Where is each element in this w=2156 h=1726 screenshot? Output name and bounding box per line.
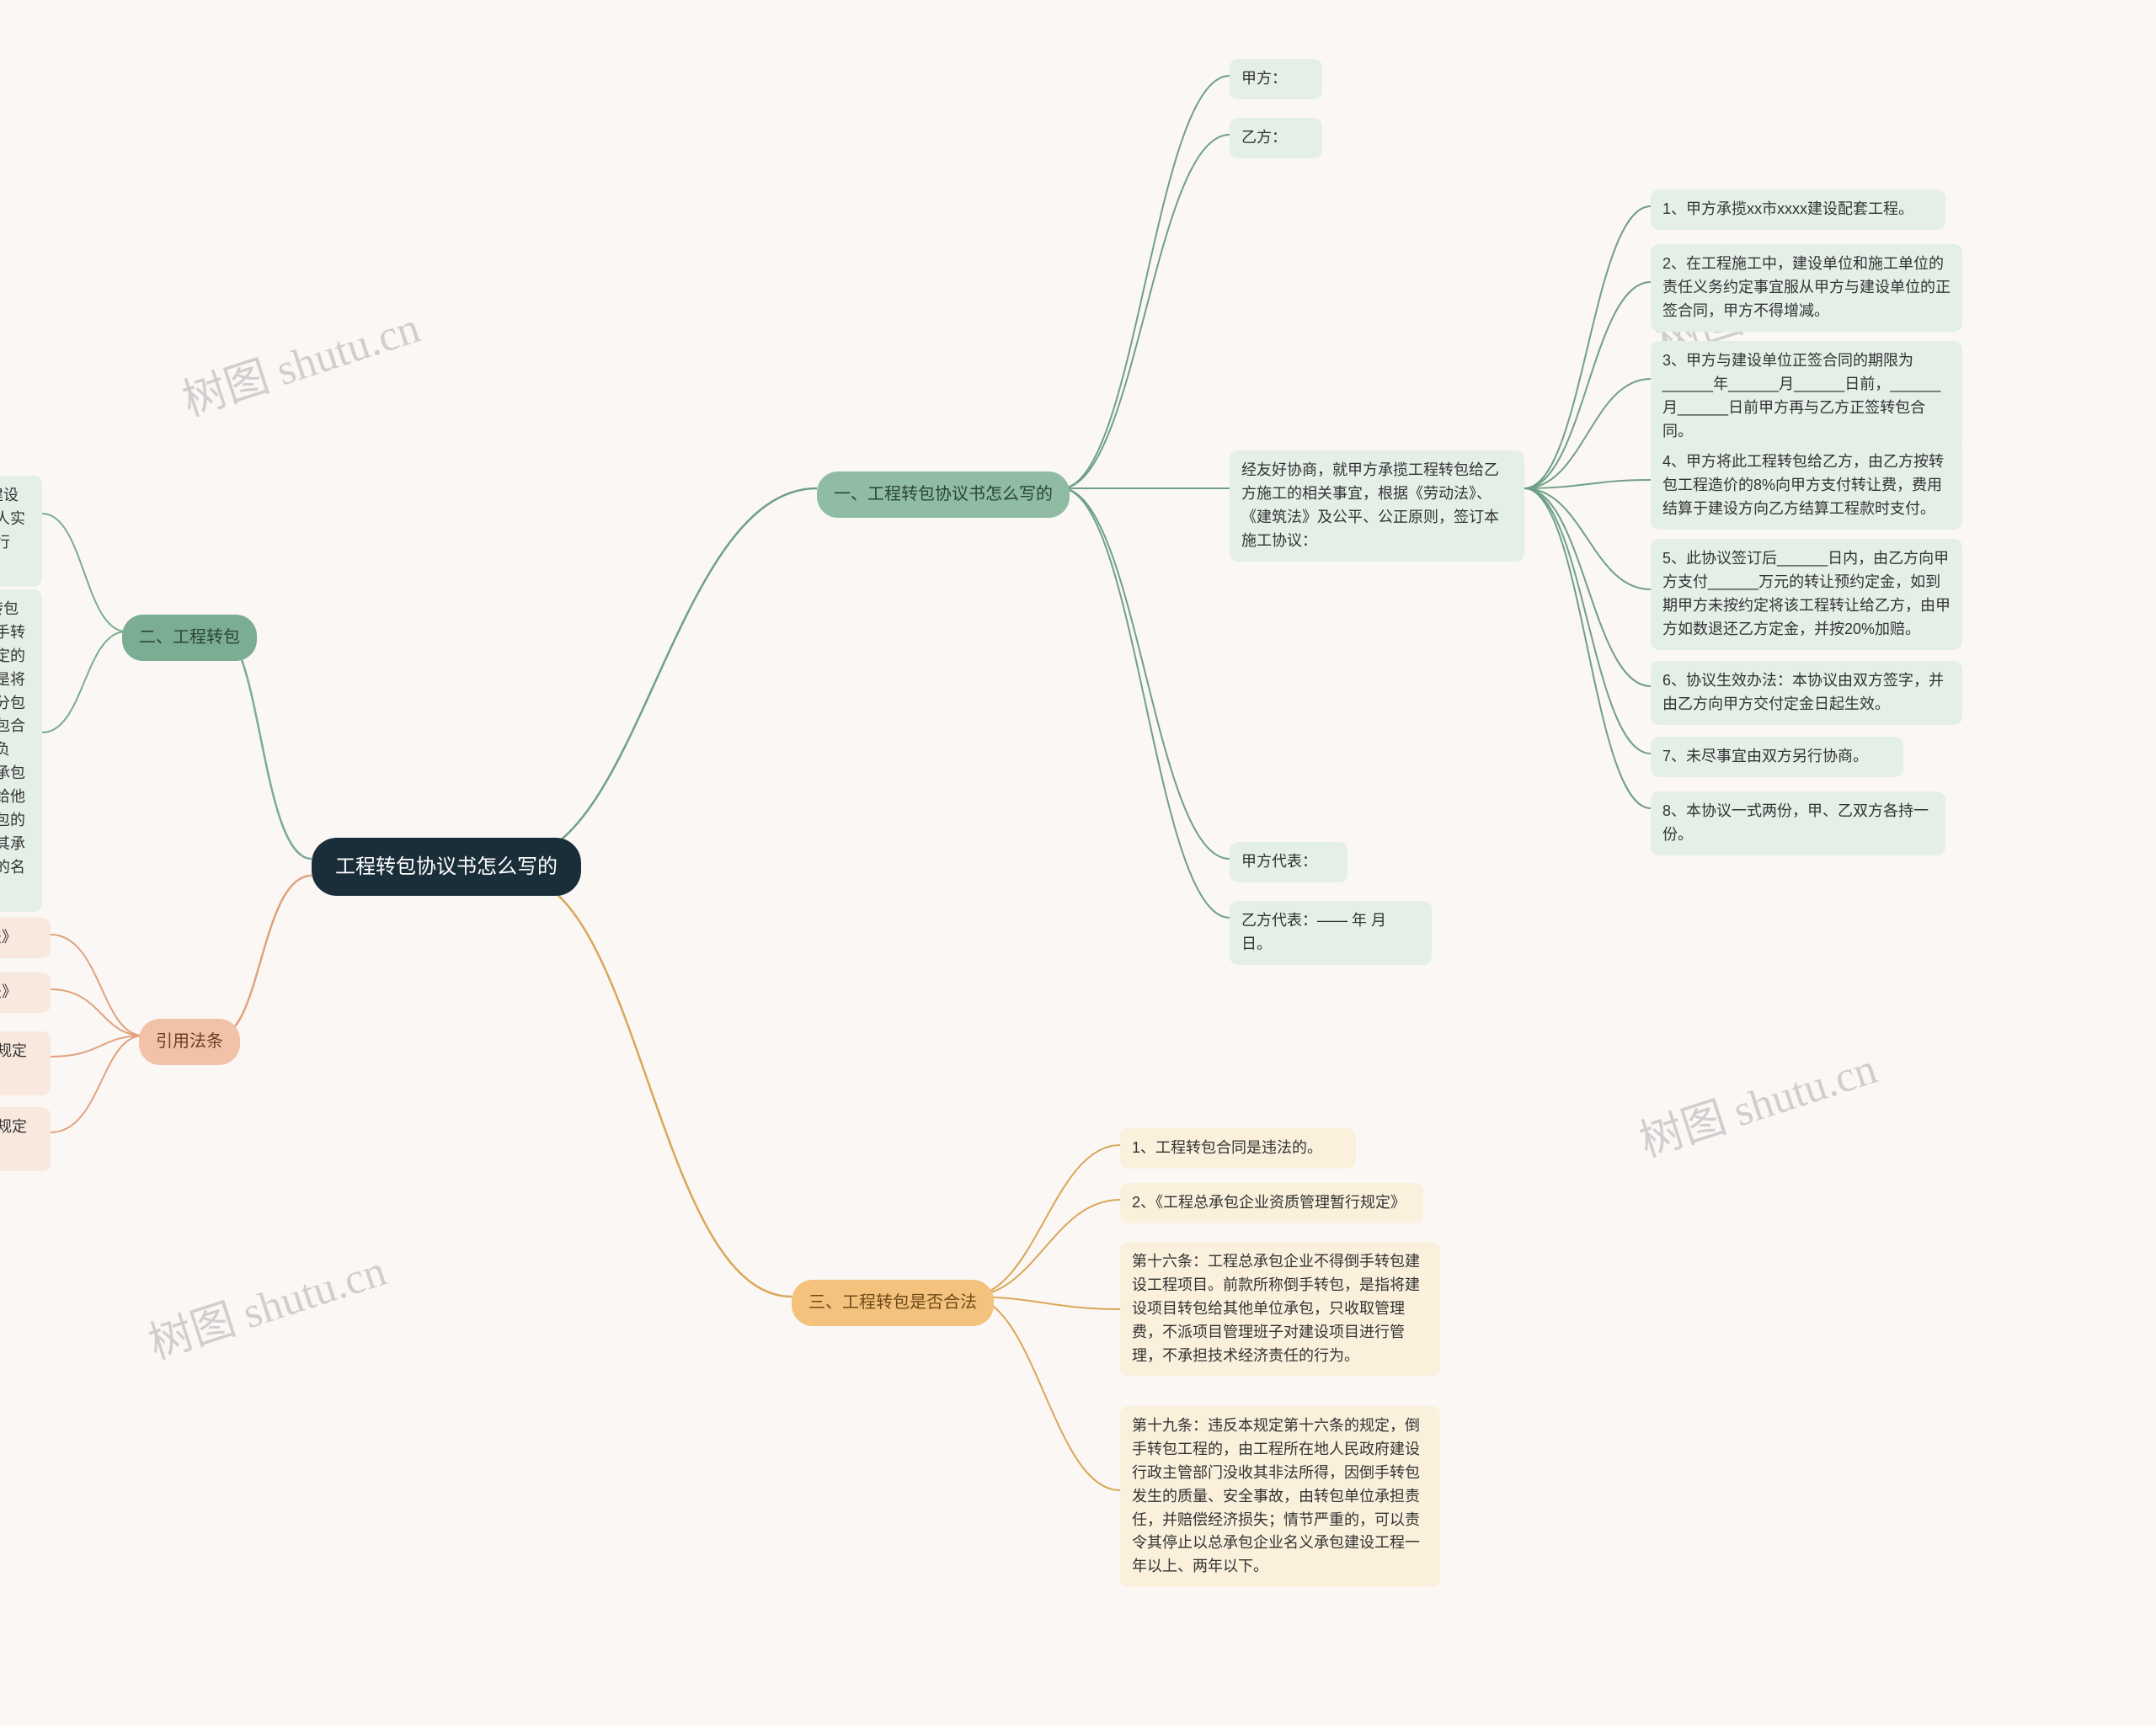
root-node: 工程转包协议书怎么写的 [312,838,581,896]
b1-clause-8: 8、本协议一式两份，甲、乙双方各持一份。 [1651,791,1945,855]
b1-preamble: 经友好协商，就甲方承揽工程转包给乙方施工的相关事宜，根据《劳动法》、《建筑法》及… [1230,450,1524,562]
branch-3: 三、工程转包是否合法 [792,1280,994,1326]
b2-item-1: 1、建设工程的承包人将其承包的建设工程倒手转让给第三人，使该第三人实际上成为该建… [0,476,42,587]
b1-clause-7: 7、未尽事宜由双方另行协商。 [1651,737,1903,777]
b1-clause-2: 2、在工程施工中，建设单位和施工单位的责任义务约定事宜服从甲方与建设单位的正签合… [1651,244,1962,332]
b1-rep-a: 甲方代表： [1230,842,1348,882]
b3-item-2: 2、《工程总承包企业资质管理暂行规定》 [1120,1183,1423,1223]
b1-clause-1: 1、甲方承揽xx市xxxx建设配套工程。 [1651,189,1945,230]
b2-item-2: 2、转包与分包的根本区别在于：转包行为中，原承包人将其工程全部倒手转给他人，自己… [0,589,42,912]
b4-item-1: [1]《中华人民共和国劳动法》 [0,918,51,958]
b4-item-2: [2]《中华人民共和国建筑法》 [0,972,51,1013]
b1-clause-4: 4、甲方将此工程转包给乙方，由乙方按转包工程造价的8%向甲方支付转让费，费用结算… [1651,442,1962,530]
b3-item-1: 1、工程转包合同是违法的。 [1120,1128,1356,1169]
b1-party-a: 甲方： [1230,59,1322,99]
branch-4: 引用法条 [139,1019,240,1065]
branch-2: 二、工程转包 [122,615,257,661]
watermark: 树图 shutu.cn [1630,1033,1884,1169]
b1-clause-3: 3、甲方与建设单位正签合同的期限为______年______月______日前，… [1651,341,1962,452]
b1-clause-6: 6、协议生效办法：本协议由双方签字，并由乙方向甲方交付定金日起生效。 [1651,661,1962,725]
b3-item-3: 第十六条：工程总承包企业不得倒手转包建设工程项目。前款所称倒手转包，是指将建设项… [1120,1242,1440,1376]
b3-item-4: 第十九条：违反本规定第十六条的规定，倒手转包工程的，由工程所在地人民政府建设行政… [1120,1406,1440,1587]
watermark: 树图 shutu.cn [140,1235,393,1371]
b4-item-3: [3]《工程总承包企业资质管理暂行规定（试行）》 [0,1031,51,1095]
b1-party-b: 乙方： [1230,118,1322,158]
b1-clause-5: 5、此协议签订后______日内，由乙方向甲方支付______万元的转让预约定金… [1651,539,1962,650]
b4-item-4: [4]《工程总承包企业资质管理暂行规定（试行）》 [0,1107,51,1171]
b1-rep-b: 乙方代表：—— 年 月 日。 [1230,901,1432,965]
watermark: 树图 shutu.cn [173,292,427,428]
branch-1: 一、工程转包协议书怎么写的 [817,471,1070,518]
